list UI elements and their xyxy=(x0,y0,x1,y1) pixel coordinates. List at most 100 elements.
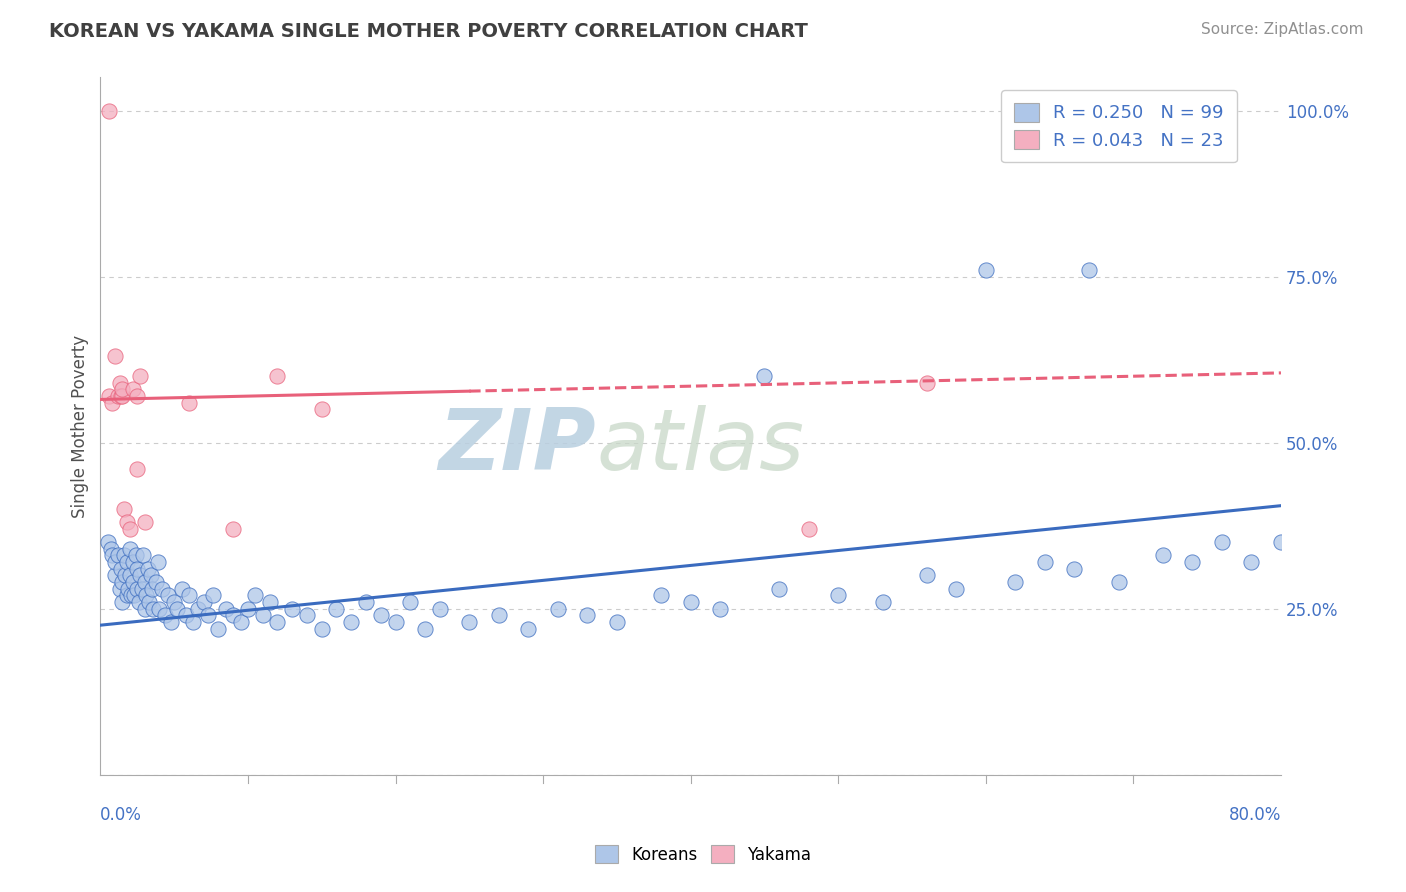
Point xyxy=(413,622,436,636)
Point xyxy=(325,601,347,615)
Point xyxy=(201,588,224,602)
Point xyxy=(100,541,122,556)
Point xyxy=(768,582,790,596)
Point xyxy=(311,402,333,417)
Point xyxy=(104,568,127,582)
Point xyxy=(111,595,134,609)
Point xyxy=(915,568,938,582)
Point xyxy=(135,588,157,602)
Text: 80.0%: 80.0% xyxy=(1229,806,1281,824)
Point xyxy=(311,622,333,636)
Point xyxy=(136,562,159,576)
Point xyxy=(108,582,131,596)
Point xyxy=(259,595,281,609)
Point xyxy=(139,568,162,582)
Point xyxy=(127,562,149,576)
Point xyxy=(104,555,127,569)
Point xyxy=(134,601,156,615)
Point xyxy=(1181,555,1204,569)
Point xyxy=(488,608,510,623)
Point xyxy=(134,516,156,530)
Point xyxy=(679,595,702,609)
Point xyxy=(177,588,200,602)
Point xyxy=(125,549,148,563)
Point xyxy=(281,601,304,615)
Point xyxy=(1240,555,1263,569)
Point xyxy=(207,622,229,636)
Point xyxy=(1063,562,1085,576)
Point xyxy=(97,535,120,549)
Text: KOREAN VS YAKAMA SINGLE MOTHER POVERTY CORRELATION CHART: KOREAN VS YAKAMA SINGLE MOTHER POVERTY C… xyxy=(49,22,808,41)
Point xyxy=(129,369,152,384)
Point xyxy=(576,608,599,623)
Point xyxy=(134,575,156,590)
Point xyxy=(138,595,160,609)
Point xyxy=(118,568,141,582)
Point xyxy=(872,595,894,609)
Point xyxy=(142,601,165,615)
Point xyxy=(266,369,288,384)
Point xyxy=(128,595,150,609)
Point xyxy=(132,549,155,563)
Point xyxy=(650,588,672,602)
Point xyxy=(141,582,163,596)
Point xyxy=(340,615,363,629)
Text: 0.0%: 0.0% xyxy=(100,806,142,824)
Text: atlas: atlas xyxy=(596,406,804,489)
Point xyxy=(157,588,180,602)
Point xyxy=(127,462,149,476)
Point xyxy=(170,582,193,596)
Point xyxy=(177,396,200,410)
Point xyxy=(458,615,481,629)
Point xyxy=(110,562,132,576)
Point xyxy=(1270,535,1292,549)
Point xyxy=(101,549,124,563)
Point xyxy=(222,608,245,623)
Point xyxy=(111,575,134,590)
Text: Source: ZipAtlas.com: Source: ZipAtlas.com xyxy=(1201,22,1364,37)
Point xyxy=(166,601,188,615)
Point xyxy=(295,608,318,623)
Point xyxy=(1078,263,1101,277)
Point xyxy=(115,516,138,530)
Point xyxy=(121,555,143,569)
Legend: R = 0.250   N = 99, R = 0.043   N = 23: R = 0.250 N = 99, R = 0.043 N = 23 xyxy=(1001,90,1236,162)
Point xyxy=(197,608,219,623)
Point xyxy=(129,568,152,582)
Point xyxy=(127,582,149,596)
Point xyxy=(399,595,422,609)
Point xyxy=(145,575,167,590)
Legend: Koreans, Yakama: Koreans, Yakama xyxy=(588,838,818,871)
Point xyxy=(121,383,143,397)
Point xyxy=(974,263,997,277)
Point xyxy=(112,502,135,516)
Point xyxy=(118,541,141,556)
Point xyxy=(252,608,274,623)
Point xyxy=(266,615,288,629)
Point xyxy=(117,582,139,596)
Text: ZIP: ZIP xyxy=(439,406,596,489)
Point xyxy=(150,582,173,596)
Point xyxy=(111,383,134,397)
Point xyxy=(111,389,134,403)
Point xyxy=(797,522,820,536)
Point xyxy=(827,588,849,602)
Point xyxy=(107,389,129,403)
Point xyxy=(229,615,252,629)
Point xyxy=(193,595,215,609)
Point xyxy=(1152,549,1174,563)
Point xyxy=(112,549,135,563)
Point xyxy=(121,575,143,590)
Y-axis label: Single Mother Poverty: Single Mother Poverty xyxy=(72,334,89,517)
Point xyxy=(1033,555,1056,569)
Point xyxy=(215,601,238,615)
Point xyxy=(108,376,131,390)
Point xyxy=(160,615,183,629)
Point xyxy=(118,522,141,536)
Point xyxy=(245,588,267,602)
Point xyxy=(1211,535,1233,549)
Point xyxy=(115,588,138,602)
Point xyxy=(354,595,377,609)
Point xyxy=(131,582,153,596)
Point xyxy=(110,389,132,403)
